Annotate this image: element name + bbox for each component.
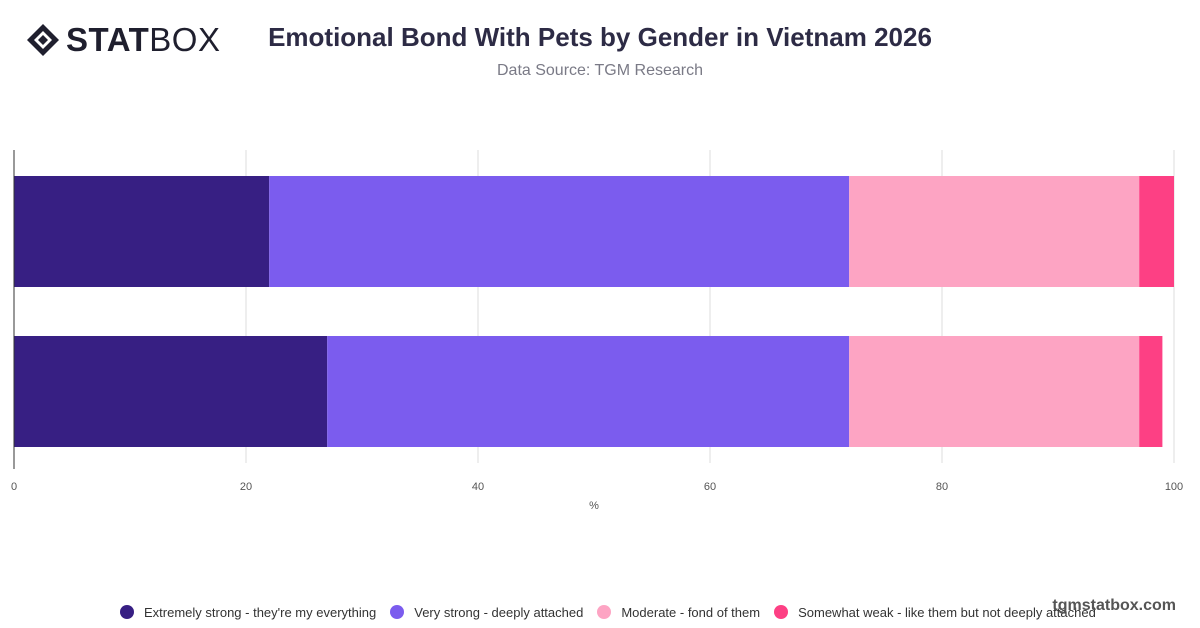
bar-segment bbox=[1139, 176, 1174, 287]
legend-label: Extremely strong - they're my everything bbox=[144, 604, 377, 620]
statbox-logo: STATBOX bbox=[26, 22, 220, 58]
legend-swatch bbox=[390, 605, 405, 619]
logo-wordmark: STATBOX bbox=[66, 23, 220, 57]
bar-segment bbox=[269, 176, 850, 287]
watermark: tgmstatbox.com bbox=[1052, 597, 1176, 614]
x-tick-label: 60 bbox=[704, 481, 716, 493]
x-axis-label: % bbox=[589, 500, 599, 512]
bar-segment bbox=[849, 176, 1140, 287]
stacked-bar-chart: 0 20 40 60 80 100% bbox=[11, 150, 1183, 512]
bar-segment bbox=[327, 336, 850, 447]
chart-legend: Extremely strong - they're my everything… bbox=[120, 602, 1110, 622]
logo-wordmark-bold: STAT bbox=[66, 21, 150, 58]
bar-segment bbox=[1139, 336, 1163, 447]
bar-segment bbox=[14, 176, 270, 287]
legend-swatch bbox=[120, 605, 134, 619]
x-tick-label: 100 bbox=[1165, 481, 1183, 493]
legend-item: Moderate - fond of them bbox=[597, 605, 760, 620]
legend-label: Moderate - fond of them bbox=[621, 604, 761, 620]
legend-item: Very strong - deeply attached bbox=[390, 605, 583, 620]
chart-title: Emotional Bond With Pets by Gender in Vi… bbox=[268, 22, 932, 52]
bar-segment bbox=[849, 336, 1140, 447]
x-tick-label: 20 bbox=[240, 481, 252, 493]
x-tick-label: 0 bbox=[11, 481, 17, 493]
legend-label: Very strong - deeply attached bbox=[414, 604, 584, 620]
x-tick-label: 80 bbox=[936, 481, 948, 493]
logo-wordmark-light: BOX bbox=[149, 21, 221, 58]
legend-swatch bbox=[774, 605, 789, 619]
x-tick-label: 40 bbox=[472, 481, 484, 493]
legend-item: Extremely strong - they're my everything bbox=[120, 605, 376, 620]
diamond-logo-icon bbox=[27, 24, 59, 56]
bar-segment bbox=[14, 336, 328, 447]
legend-label: Somewhat weak - like them but not deeply… bbox=[798, 604, 1096, 620]
legend-swatch bbox=[597, 605, 612, 619]
legend-item: Somewhat weak - like them but not deeply… bbox=[774, 605, 1096, 620]
chart-subtitle: Data Source: TGM Research bbox=[496, 62, 703, 79]
